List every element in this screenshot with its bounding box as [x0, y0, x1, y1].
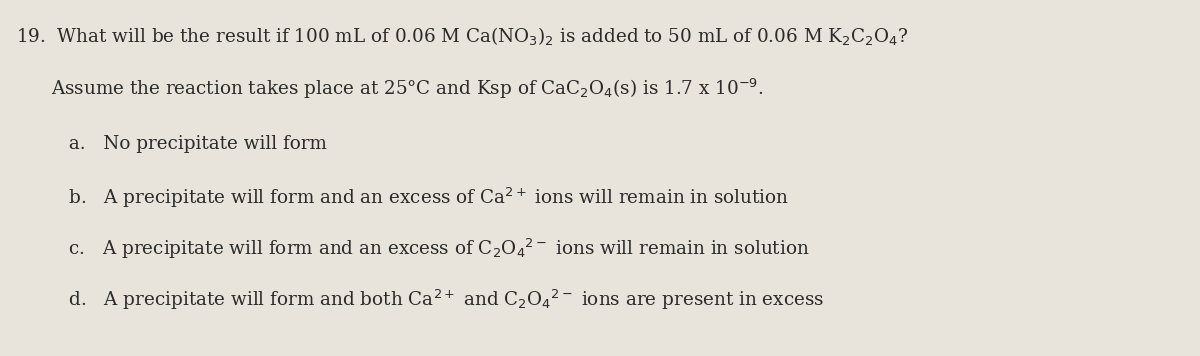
Text: a.   No precipitate will form: a. No precipitate will form — [16, 135, 326, 153]
Text: Assume the reaction takes place at 25°C and Ksp of CaC$_2$O$_4$(s) is 1.7 x 10$^: Assume the reaction takes place at 25°C … — [16, 77, 763, 101]
Text: b.   A precipitate will form and an excess of Ca$^{2+}$ ions will remain in solu: b. A precipitate will form and an excess… — [16, 186, 788, 210]
Text: d.   A precipitate will form and both Ca$^{2+}$ and C$_2$O$_4$$^{2-}$ ions are p: d. A precipitate will form and both Ca$^… — [16, 288, 824, 312]
Text: c.   A precipitate will form and an excess of C$_2$O$_4$$^{2-}$ ions will remain: c. A precipitate will form and an excess… — [16, 237, 809, 261]
Text: 19.  What will be the result if 100 mL of 0.06 M Ca(NO$_3$)$_2$ is added to 50 m: 19. What will be the result if 100 mL of… — [16, 25, 907, 47]
